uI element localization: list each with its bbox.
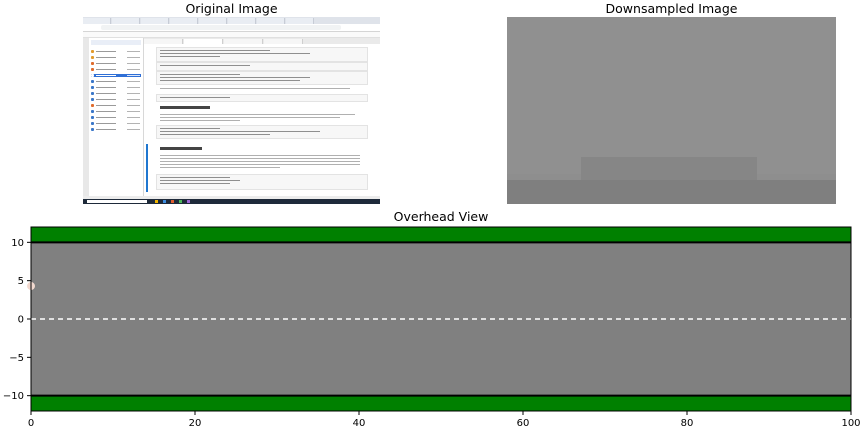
x-tick-label: 80 (681, 418, 694, 429)
x-tick-label: 40 (353, 418, 366, 429)
overhead-view-chart: 0 20 40 60 80 100 −10 −5 0 5 10 (3, 226, 861, 429)
browser-tab (257, 18, 285, 24)
notebook-tab (224, 39, 263, 44)
file-row-selected (91, 74, 141, 77)
active-cell-indicator (146, 144, 148, 192)
browser-tab (286, 18, 314, 24)
browser-tab (170, 18, 198, 24)
browser-tab (141, 18, 169, 24)
file-browser (89, 38, 144, 196)
file-row (91, 50, 141, 53)
original-image-title: Original Image (185, 1, 278, 16)
file-row (91, 110, 141, 113)
x-tick-label: 60 (517, 418, 530, 429)
markdown-heading (160, 147, 202, 150)
taskbar-search (87, 200, 147, 203)
menu-bar (83, 32, 380, 38)
file-row (91, 98, 141, 101)
taskbar-icon (179, 200, 182, 203)
file-row (91, 104, 141, 107)
file-row (91, 56, 141, 59)
url-bar (83, 24, 380, 32)
file-row (91, 62, 141, 65)
file-row (91, 86, 141, 89)
overhead-view-title: Overhead View (393, 209, 489, 224)
status-bar (83, 196, 380, 199)
downsampled-image (507, 17, 836, 204)
overhead-axes: 0 20 40 60 80 100 −10 −5 0 5 10 (3, 226, 861, 429)
file-row (91, 122, 141, 125)
grass-bottom (31, 395, 851, 411)
taskbar-icon (171, 200, 174, 203)
browser-tab (83, 18, 111, 24)
overhead-plot-area (27, 227, 851, 411)
browser-tab (112, 18, 140, 24)
notebook-tab-active (184, 39, 223, 44)
y-tick-label: −5 (9, 353, 24, 364)
file-row (91, 92, 141, 95)
downsampled-road-band (507, 180, 836, 204)
taskbar (83, 199, 380, 204)
y-tick-label: 10 (11, 238, 24, 249)
y-tick-label: 5 (18, 276, 24, 287)
notebook-tab (144, 39, 183, 44)
code-cell (156, 94, 368, 102)
notebook-area (144, 44, 380, 196)
code-cell (156, 174, 368, 190)
file-row (91, 116, 141, 119)
x-tick-label: 20 (189, 418, 202, 429)
code-cell (156, 62, 368, 71)
downsampled-sky-band (507, 17, 836, 174)
original-image (83, 17, 380, 204)
browser-tab-strip (83, 17, 380, 24)
taskbar-icon (163, 200, 166, 203)
activity-bar (83, 38, 89, 196)
file-row (91, 80, 141, 83)
downsampled-image-title: Downsampled Image (605, 1, 738, 16)
browser-tab (228, 18, 256, 24)
x-tick-label: 100 (841, 418, 860, 429)
taskbar-icon (155, 200, 158, 203)
notebook-tab-strip (144, 38, 380, 44)
y-tick-label: 0 (18, 315, 24, 326)
notebook-tab (264, 39, 303, 44)
markdown-heading (160, 106, 210, 109)
file-browser-toolbar (91, 40, 141, 45)
file-row (91, 128, 141, 131)
browser-tab (199, 18, 227, 24)
url-field (101, 25, 341, 30)
file-row (91, 68, 141, 71)
grass-top (31, 227, 851, 243)
x-tick-label: 0 (28, 418, 34, 429)
y-tick-label: −10 (3, 391, 24, 402)
taskbar-icon (187, 200, 190, 203)
